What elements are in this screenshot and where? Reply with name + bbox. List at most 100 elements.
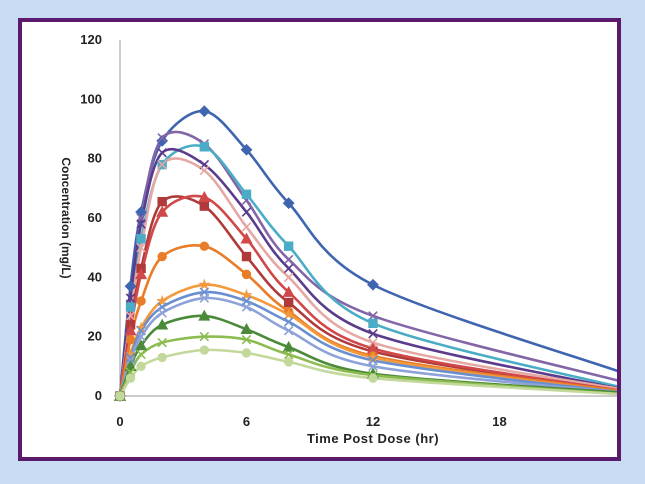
data-point [282, 285, 295, 297]
data-point [241, 334, 252, 345]
y-axis-title: Concentration (mg/L) [59, 157, 73, 278]
data-point [368, 361, 378, 372]
x-axis-title: Time Post Dose (hr) [307, 431, 439, 446]
series-line [118, 244, 617, 397]
data-point [125, 302, 136, 312]
data-point [283, 357, 294, 367]
x-tick-labels: 06121824 [116, 414, 506, 429]
series-line [118, 144, 617, 397]
x-tick-label: 0 [116, 414, 123, 429]
data-point [198, 278, 211, 291]
series-line [118, 296, 617, 397]
series-markers [113, 105, 380, 402]
y-tick-label: 80 [88, 151, 102, 166]
data-point [283, 263, 294, 274]
y-tick-labels: 0 20 40 60 80 100 120 [80, 32, 102, 403]
data-point [199, 201, 210, 211]
y-tick-label: 40 [88, 269, 102, 284]
y-tick-label: 60 [88, 210, 102, 225]
data-point [136, 331, 146, 342]
x-tick-label: 12 [366, 414, 380, 429]
data-point [368, 328, 378, 339]
data-point [125, 293, 136, 303]
data-point [136, 349, 146, 360]
data-point [241, 302, 252, 312]
data-point [241, 269, 252, 280]
data-point [125, 311, 136, 321]
series-lines [118, 109, 617, 397]
data-point [368, 373, 378, 383]
data-point [157, 147, 167, 158]
axes [119, 40, 617, 397]
data-point [135, 339, 148, 351]
data-point [240, 288, 253, 301]
data-point [199, 241, 210, 251]
data-point [282, 340, 295, 352]
data-point [283, 254, 294, 265]
data-point [241, 207, 252, 217]
data-point [136, 361, 146, 372]
data-point [157, 133, 167, 143]
y-tick-label: 100 [80, 91, 102, 106]
data-point [283, 325, 294, 336]
series-line [118, 335, 617, 397]
data-point [283, 349, 294, 360]
data-point [283, 272, 294, 283]
data-point [124, 360, 137, 372]
data-point [157, 337, 167, 348]
data-point [135, 268, 148, 280]
data-point [157, 352, 167, 363]
data-point [240, 232, 253, 244]
data-point [157, 159, 167, 170]
data-point [198, 105, 211, 118]
data-point [241, 222, 252, 232]
data-point [241, 251, 252, 262]
data-point [157, 196, 167, 207]
data-point [157, 251, 167, 262]
data-point [240, 143, 253, 156]
x-tick-label: 6 [243, 414, 250, 429]
data-point [283, 241, 294, 251]
data-point [282, 307, 295, 320]
y-tick-label: 20 [88, 329, 102, 344]
data-point [198, 309, 211, 321]
x-tick-label: 18 [492, 414, 506, 429]
data-point [199, 142, 210, 152]
data-point [136, 296, 146, 306]
data-point [125, 352, 136, 363]
data-point [125, 334, 136, 345]
data-point [125, 373, 136, 383]
series-line [118, 348, 617, 397]
series-line [118, 157, 617, 397]
data-point [136, 234, 146, 244]
series-line [118, 109, 617, 397]
data-point [155, 294, 169, 307]
data-point [136, 242, 146, 253]
data-point [283, 297, 294, 308]
data-point [156, 134, 169, 147]
data-point [198, 191, 211, 202]
data-point [199, 165, 210, 176]
data-point [156, 205, 169, 217]
data-point [199, 331, 210, 342]
y-tick-label: 0 [95, 388, 102, 403]
series-line [118, 290, 617, 397]
data-point [124, 280, 137, 293]
data-point [124, 324, 137, 336]
data-point [115, 391, 125, 401]
data-point [199, 293, 210, 303]
data-point [282, 197, 295, 210]
data-point [199, 345, 210, 355]
data-point [157, 308, 167, 318]
y-tick-label: 120 [80, 32, 102, 47]
data-point [241, 348, 252, 358]
data-point [368, 318, 378, 329]
data-point [240, 323, 253, 334]
data-point [367, 278, 379, 291]
data-point [156, 318, 169, 330]
data-point [241, 189, 252, 199]
data-point [283, 317, 294, 327]
series-line [118, 147, 617, 397]
